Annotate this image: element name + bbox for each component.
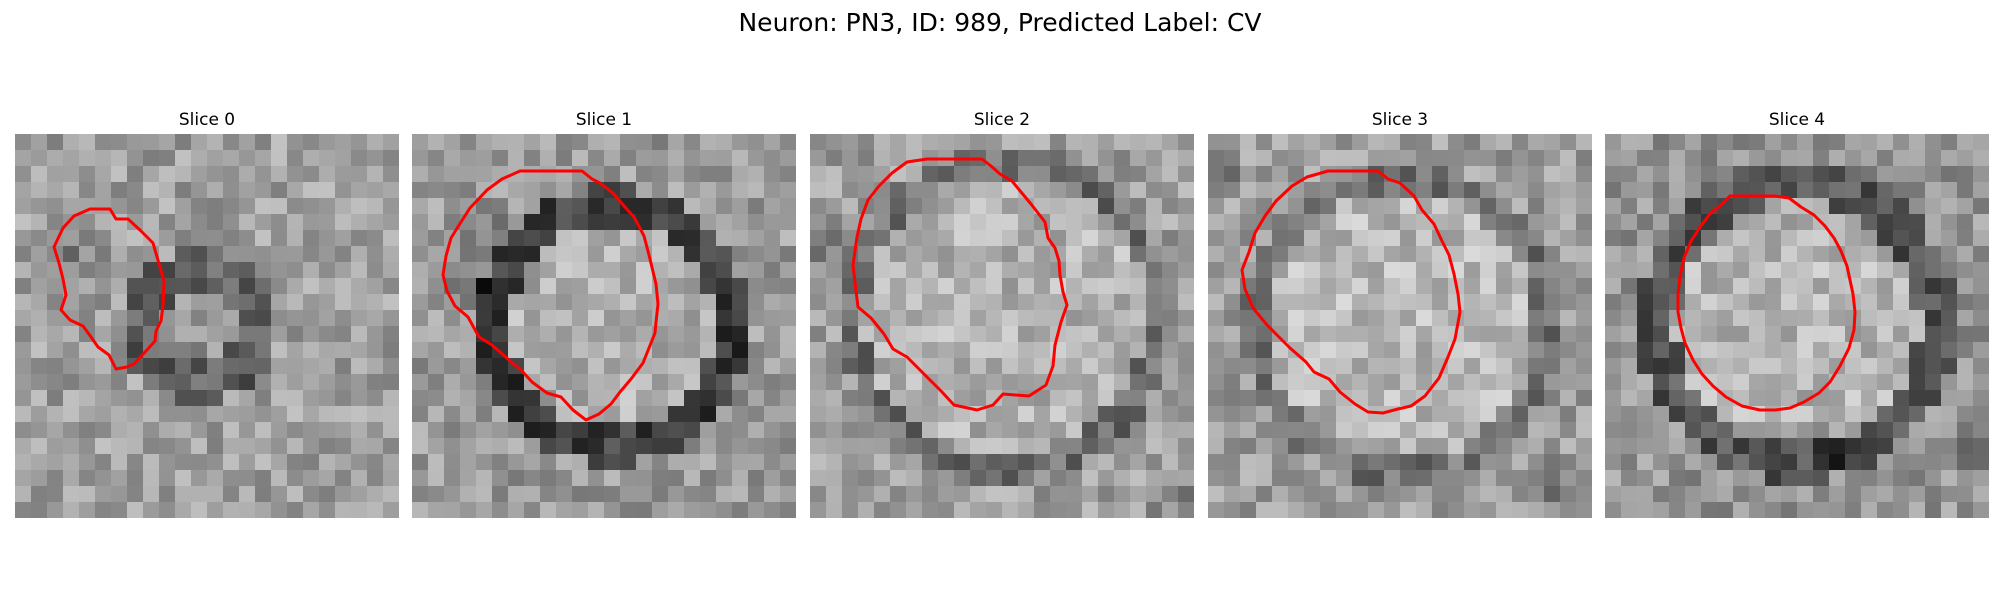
slice-image-1 <box>412 134 796 518</box>
slice-title-1: Slice 1 <box>575 110 633 130</box>
slice-image-2 <box>810 134 1194 518</box>
segmentation-contour <box>52 207 166 371</box>
segmentation-contour <box>1676 194 1857 412</box>
grayscale-pixel-grid <box>412 134 796 518</box>
segmentation-contour <box>1240 169 1462 415</box>
slice-image-3 <box>1208 134 1592 518</box>
slice-title-0: Slice 0 <box>178 110 236 130</box>
grayscale-pixel-grid <box>810 134 1194 518</box>
slice-title-3: Slice 3 <box>1371 110 1429 130</box>
figure-title: Neuron: PN3, ID: 989, Predicted Label: C… <box>738 8 1262 37</box>
slice-title-2: Slice 2 <box>973 110 1031 130</box>
grayscale-pixel-grid <box>1208 134 1592 518</box>
slice-image-0 <box>15 134 399 518</box>
grayscale-pixel-grid <box>15 134 399 518</box>
segmentation-contour <box>441 169 660 422</box>
slice-image-4 <box>1605 134 1989 518</box>
slice-title-4: Slice 4 <box>1768 110 1826 130</box>
grayscale-pixel-grid <box>1605 134 1989 518</box>
segmentation-contour <box>851 157 1069 412</box>
